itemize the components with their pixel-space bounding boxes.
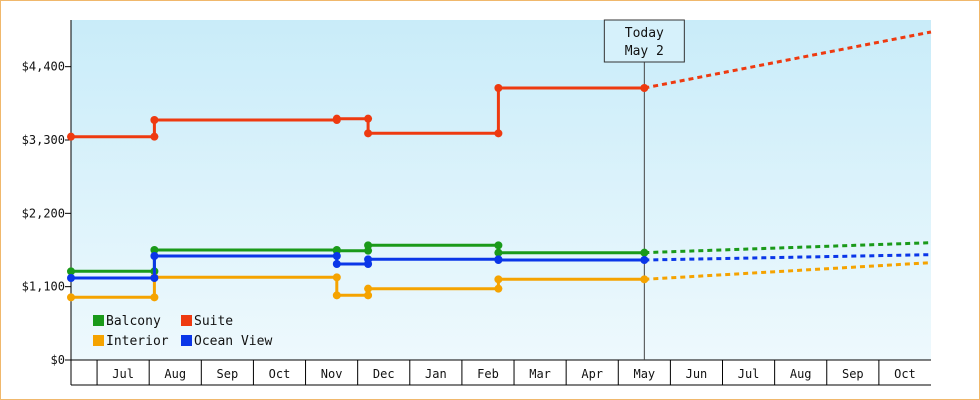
data-point-interior (332, 273, 341, 282)
legend: Balcony Suite Interior Ocean View (93, 314, 272, 349)
today-marker: Today May 2 (603, 19, 685, 360)
x-tick-label: May (633, 367, 655, 381)
data-point-ocean-view (494, 256, 503, 264)
plot-background (71, 20, 931, 360)
legend-swatch-suite (181, 315, 192, 326)
series-line-interior (71, 275, 645, 299)
series-line-suite (71, 86, 645, 139)
x-tick-label: Nov (321, 367, 343, 381)
y-tick-label: $1,100 (22, 280, 65, 294)
series-projection-ocean-view (644, 253, 932, 262)
data-point-ocean-view (150, 274, 159, 282)
x-tick-label: Feb (477, 367, 499, 381)
axes: $0 $1,100 $2,200 $3,300 $4,400 Jul Aug Sep Oct No… (22, 20, 931, 386)
data-point-balcony (494, 241, 503, 250)
x-tick-label: Mar (529, 367, 551, 381)
today-date: May 2 (625, 44, 664, 59)
x-tick-label: Aug (790, 367, 812, 381)
data-point-suite (364, 114, 373, 123)
x-tick-label: Aug (164, 367, 186, 381)
x-tick-label: Jun (686, 367, 708, 381)
y-tick-label: $4,400 (22, 60, 65, 74)
data-point-ocean-view (364, 255, 373, 264)
x-tick-label: Sep (217, 367, 239, 381)
y-tick-label: $2,200 (22, 206, 65, 220)
legend-swatch-ocean-view (181, 335, 192, 346)
series-group (67, 30, 932, 302)
data-point-suite (332, 114, 341, 123)
legend-swatch-balcony (93, 315, 104, 326)
data-point-suite (494, 129, 503, 138)
today-label: Today (625, 26, 664, 41)
x-tick-label: Dec (373, 367, 395, 381)
x-tick-label: Jul (738, 367, 760, 381)
legend-swatch-interior (93, 335, 104, 346)
data-point-interior (494, 275, 503, 284)
data-point-ocean-view (67, 274, 75, 282)
data-point-suite (150, 116, 159, 124)
today-box (603, 19, 685, 63)
legend-label-interior: Interior (106, 334, 169, 349)
series-projection-suite (644, 30, 932, 90)
data-point-ocean-view (640, 256, 649, 264)
series-projection-interior (644, 261, 932, 281)
legend-label-suite: Suite (194, 314, 233, 329)
y-tick-label: $0 (51, 353, 65, 367)
data-point-suite (640, 84, 649, 92)
data-point-interior (67, 293, 75, 302)
data-point-interior (640, 275, 649, 284)
data-point-interior (364, 291, 373, 300)
x-tick-label: Oct (894, 367, 916, 381)
series-projection-balcony (644, 241, 932, 255)
data-point-interior (150, 293, 159, 302)
data-point-suite (150, 132, 159, 141)
legend-label-balcony: Balcony (106, 314, 161, 329)
data-point-balcony (494, 248, 503, 257)
x-tick-label: Apr (581, 367, 603, 381)
x-tick-label: Jul (112, 367, 134, 381)
data-point-interior (332, 291, 341, 300)
data-point-balcony (364, 241, 373, 250)
data-point-ocean-view (332, 260, 341, 268)
data-point-balcony (67, 267, 75, 276)
x-tick-label: Sep (842, 367, 864, 381)
y-tick-label: $3,300 (22, 133, 65, 147)
data-point-ocean-view (332, 252, 341, 260)
data-point-balcony (150, 246, 159, 254)
data-point-suite (364, 129, 373, 138)
data-point-suite (67, 132, 75, 141)
data-point-balcony (640, 248, 649, 257)
x-tick-label: Oct (269, 367, 291, 381)
data-point-interior (494, 284, 503, 293)
x-tick-label: Jan (425, 367, 447, 381)
legend-label-ocean-view: Ocean View (194, 334, 272, 349)
data-point-ocean-view (150, 252, 159, 260)
data-point-interior (364, 284, 373, 293)
data-point-suite (494, 84, 503, 92)
